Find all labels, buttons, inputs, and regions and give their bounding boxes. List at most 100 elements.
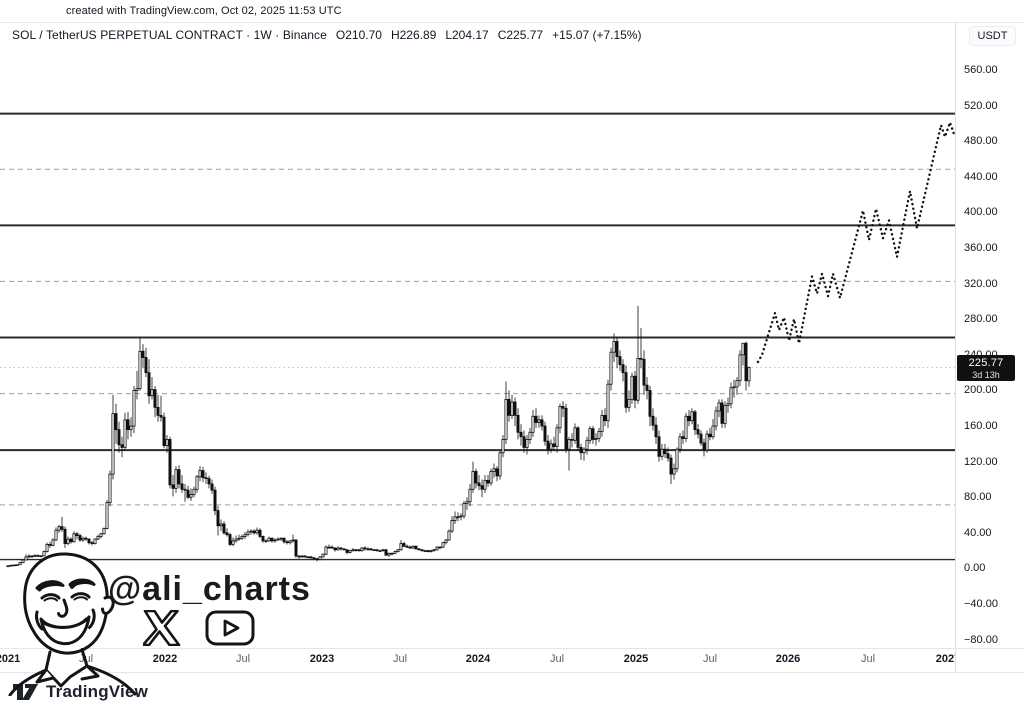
candle-body [681, 436, 685, 439]
candle-body [24, 556, 28, 561]
candle-body [675, 448, 679, 470]
candle-body [9, 564, 13, 567]
created-with-text: created with TradingView.com, Oct 02, 20… [66, 5, 342, 17]
time-axis-label-2023: 2023 [309, 653, 335, 665]
candle-body [126, 419, 130, 431]
time-axis-label-jul: Jul [549, 653, 565, 665]
candle-body [63, 528, 67, 544]
candle-body [744, 342, 748, 382]
time-axis-label-jul: Jul [860, 653, 876, 665]
candle-body [249, 530, 253, 533]
tradingview-logo[interactable]: TradingView [13, 682, 148, 702]
candle-body [285, 541, 289, 544]
candle-body [18, 562, 22, 566]
candle-body [147, 372, 151, 397]
candle-body [366, 548, 370, 551]
candle-body [543, 425, 547, 442]
candle-body [195, 476, 199, 490]
candle-body [36, 555, 40, 557]
candle-body [480, 485, 484, 490]
candle-body [324, 546, 328, 555]
candle-body [303, 555, 307, 558]
price-axis-label: 360.00 [964, 242, 998, 255]
price-axis-label: 160.00 [964, 420, 998, 433]
candle-body [384, 549, 388, 556]
candle-body [309, 556, 313, 559]
candle-body [129, 425, 133, 431]
candle-body [540, 419, 544, 427]
time-axis[interactable]: 2021 Jul 2022 Jul 2023 Jul 2024 Jul 2025 Jul 2026 J… [0, 650, 955, 672]
candle-body [708, 433, 712, 438]
candle-body [483, 479, 487, 490]
candle-body [450, 520, 454, 532]
candle-body [294, 539, 298, 557]
candle-body [507, 398, 511, 416]
price-axis-label: 120.00 [964, 455, 998, 468]
candle-body [717, 402, 721, 412]
price-axis-label: 560.00 [964, 64, 998, 76]
candle-body [606, 383, 610, 422]
candle-body [549, 443, 553, 450]
candle-body [510, 401, 514, 416]
candle-body [93, 538, 97, 544]
candle-body [726, 403, 730, 406]
ohlc-close: C225.77 [497, 28, 544, 42]
candle-body [624, 372, 628, 408]
candle-body [639, 358, 643, 360]
candle-body [336, 547, 340, 551]
candle-body [429, 550, 433, 552]
candle-body [111, 413, 115, 475]
candle-body [141, 350, 145, 358]
currency-pill[interactable]: USDT [969, 26, 1016, 46]
candle-body [393, 551, 397, 554]
candle-body [471, 471, 475, 490]
time-axis-label-2024: 2024 [465, 653, 491, 665]
ohlc-low: L204.17 [445, 28, 489, 42]
candle-body [363, 547, 367, 550]
last-price-badge: 225.77 3d 13h [957, 354, 1015, 381]
candle-body [69, 538, 73, 543]
time-axis-label-2027: 2027 [935, 653, 955, 665]
candle-body [453, 516, 457, 521]
candle-body [474, 471, 478, 484]
candle-body [330, 546, 334, 549]
candle-body [546, 440, 550, 450]
tradingview-brand-text: TradingView [46, 682, 149, 701]
footer-separator [0, 672, 1024, 673]
candle-body [582, 448, 586, 454]
price-axis-label: 80.00 [964, 491, 992, 504]
candle-body [570, 439, 574, 441]
candle-body [102, 528, 106, 535]
time-axis-label-jul: Jul [392, 653, 408, 665]
candle-body [552, 443, 556, 447]
candle-body [351, 549, 355, 552]
candle-body [378, 550, 382, 552]
candle-body [672, 468, 676, 475]
candle-body [78, 535, 82, 541]
candle-body [186, 489, 190, 498]
candle-body [441, 542, 445, 548]
candle-body [468, 488, 472, 503]
candle-body [558, 406, 562, 429]
projection-dotted-path[interactable] [756, 121, 956, 364]
candle-body [180, 483, 184, 490]
candle-body [591, 428, 595, 440]
price-axis[interactable]: 560.00 520.00 480.00 440.00 400.00 360.00 320.… [956, 23, 1024, 648]
candle-body [183, 488, 187, 491]
candle-body [411, 545, 415, 549]
candle-body [687, 415, 691, 422]
candle-body [501, 439, 505, 454]
candle-body [15, 564, 19, 566]
candle-body [387, 552, 391, 556]
candle-body [531, 415, 535, 433]
candle-body [714, 410, 718, 427]
price-axis-label: 440.00 [964, 170, 998, 183]
price-axis-label: 320.00 [964, 277, 998, 290]
price-axis-label: 520.00 [964, 99, 998, 112]
candle-body [318, 556, 322, 560]
candle-body [537, 419, 541, 423]
candle-body [597, 431, 601, 439]
candle-body [165, 439, 169, 447]
candle-body [105, 502, 109, 529]
